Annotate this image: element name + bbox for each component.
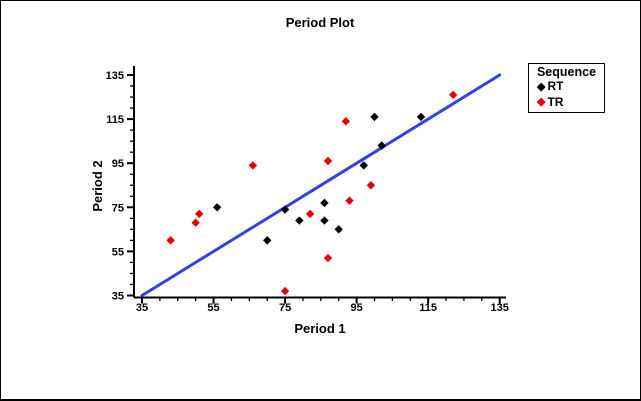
data-point-tr [195, 209, 204, 219]
data-point-rt [359, 161, 368, 170]
data-point-tr [248, 161, 258, 170]
x-tick-label: 35 [136, 302, 148, 314]
data-point-rt [416, 112, 426, 122]
legend-item-tr: ◆ TR [529, 95, 604, 111]
x-tick-label: 75 [279, 302, 291, 314]
tr-diamond-icon: ◆ [537, 96, 546, 108]
data-point-rt [280, 205, 290, 214]
data-point-rt [262, 236, 272, 245]
rt-diamond-icon: ◆ [537, 80, 546, 93]
data-point-rt [334, 225, 343, 234]
identity-line [140, 73, 502, 297]
x-tick-label: 55 [207, 302, 219, 314]
y-tick-label: 95 [112, 158, 124, 170]
data-point-rt [377, 141, 386, 150]
data-point-tr [305, 209, 315, 219]
data-point-rt [320, 216, 329, 225]
x-tick-label: 95 [350, 302, 362, 314]
data-point-tr [341, 117, 351, 126]
data-point-tr [191, 218, 200, 227]
y-axis-label: Period 2 [90, 160, 105, 212]
y-tick-label: 35 [112, 291, 124, 303]
data-point-rt [212, 203, 222, 212]
y-tick-label: 75 [112, 202, 124, 214]
legend: Sequence ◆ RT ◆ TR [528, 63, 605, 113]
legend-item-rt-label: RT [547, 79, 564, 93]
y-tick-label: 135 [106, 70, 124, 82]
data-point-rt [370, 112, 379, 122]
data-point-tr [345, 196, 354, 205]
y-tick-label: 115 [106, 114, 124, 126]
data-point-rt [295, 216, 304, 225]
x-tick-label: 115 [419, 302, 437, 314]
data-point-rt [320, 198, 329, 208]
x-tick-label: 135 [491, 302, 509, 314]
data-point-tr [448, 90, 458, 100]
data-point-tr [323, 156, 333, 166]
y-tick-label: 55 [112, 246, 124, 258]
chart-title: Period Plot [285, 15, 355, 30]
legend-item-tr-label: TR [547, 94, 564, 109]
data-point-tr [366, 181, 376, 190]
legend-item-rt: ◆ RT [529, 79, 604, 95]
data-point-tr [166, 236, 175, 245]
legend-title: Sequence [536, 65, 597, 79]
data-point-tr [323, 253, 333, 263]
data-point-tr [280, 286, 290, 296]
x-axis-label: Period 1 [294, 321, 346, 336]
